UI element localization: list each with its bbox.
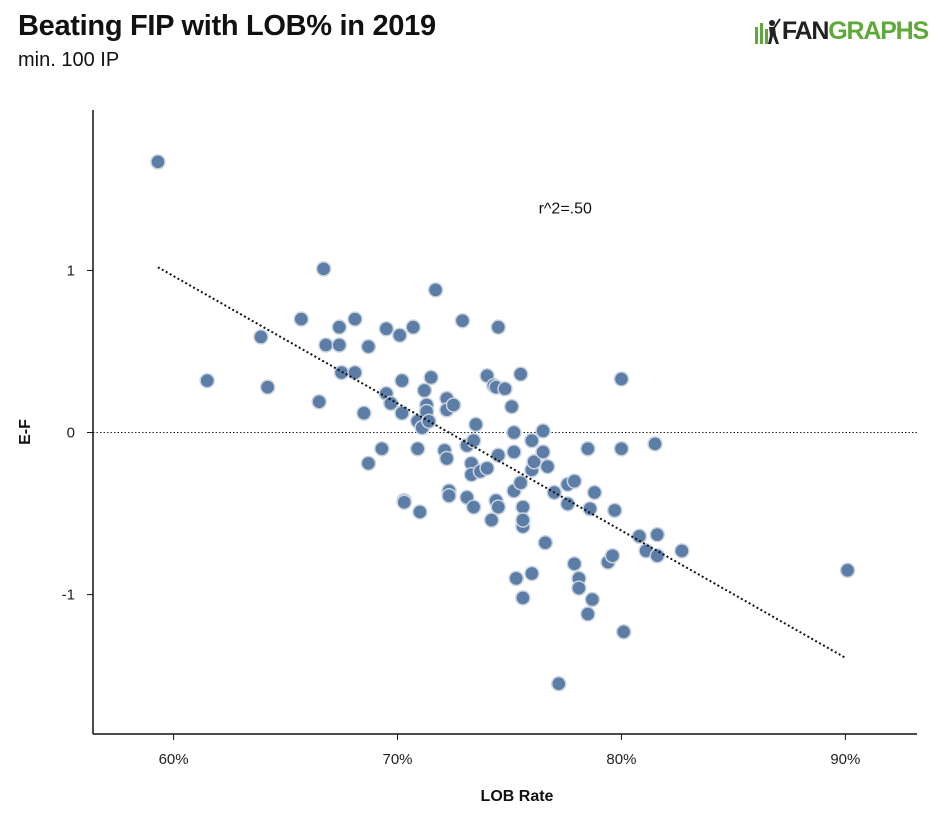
data-point[interactable] (409, 440, 426, 457)
data-point[interactable] (566, 473, 583, 489)
data-point[interactable] (394, 405, 410, 421)
data-point[interactable] (524, 432, 540, 449)
data-point[interactable] (535, 444, 551, 460)
data-point[interactable] (394, 372, 410, 389)
data-point[interactable] (606, 502, 623, 519)
data-point[interactable] (580, 440, 596, 457)
x-tick-label: 90% (830, 751, 860, 768)
x-tick-label: 70% (383, 751, 413, 768)
data-point[interactable] (506, 424, 522, 441)
r-squared-annotation: r^2=.50 (539, 201, 592, 218)
data-point[interactable] (571, 580, 587, 596)
data-point[interactable] (524, 565, 540, 582)
data-point[interactable] (315, 261, 332, 277)
data-point[interactable] (356, 405, 372, 421)
y-axis-title: E-F (17, 419, 34, 445)
data-point[interactable] (378, 321, 395, 337)
data-point[interactable] (483, 512, 500, 528)
data-point[interactable] (497, 381, 513, 397)
data-point[interactable] (374, 440, 390, 457)
data-point[interactable] (439, 450, 455, 467)
data-point[interactable] (535, 423, 551, 439)
data-point[interactable] (360, 338, 377, 355)
data-point[interactable] (508, 570, 524, 587)
data-point[interactable] (347, 311, 363, 327)
data-point[interactable] (649, 547, 666, 564)
data-point[interactable] (580, 606, 596, 622)
data-point[interactable] (454, 312, 471, 329)
data-point[interactable] (839, 562, 856, 579)
data-point[interactable] (515, 512, 531, 528)
data-point[interactable] (615, 624, 632, 640)
data-point[interactable] (405, 319, 421, 335)
data-point[interactable] (506, 444, 522, 460)
data-point[interactable] (550, 676, 567, 692)
data-point[interactable] (331, 319, 348, 335)
data-point[interactable] (396, 494, 412, 510)
data-point[interactable] (537, 534, 554, 551)
data-point[interactable] (604, 547, 621, 564)
data-point[interactable] (515, 590, 531, 606)
data-point[interactable] (584, 591, 601, 608)
data-point[interactable] (490, 319, 507, 335)
batter-icon (754, 18, 781, 44)
data-point[interactable] (490, 447, 507, 463)
data-point[interactable] (586, 484, 603, 501)
data-point[interactable] (526, 453, 542, 470)
data-point[interactable] (427, 282, 444, 298)
data-point[interactable] (566, 556, 583, 572)
data-point[interactable] (559, 496, 576, 512)
logo-text-graphs: GRAPHS (828, 16, 929, 45)
data-point[interactable] (360, 455, 377, 472)
data-point[interactable] (465, 432, 482, 449)
trend-line (157, 266, 846, 659)
data-point[interactable] (647, 436, 663, 452)
data-point[interactable] (318, 337, 334, 353)
data-point[interactable] (392, 327, 408, 344)
data-point[interactable] (293, 311, 309, 327)
data-point[interactable] (311, 393, 327, 410)
data-point[interactable] (259, 379, 276, 395)
data-point[interactable] (423, 369, 439, 386)
data-point[interactable] (331, 337, 348, 353)
data-point[interactable] (465, 499, 482, 515)
data-point[interactable] (582, 500, 598, 517)
x-axis-title: LOB Rate (481, 788, 554, 805)
data-point[interactable] (441, 487, 457, 504)
chart-title: Beating FIP with LOB% in 2019 (18, 10, 436, 42)
fangraphs-logo[interactable]: FAN GRAPHS (754, 16, 929, 46)
x-tick-label: 80% (606, 751, 636, 768)
y-tick-label: -1 (62, 587, 75, 604)
data-point[interactable] (199, 372, 215, 389)
y-tick-label: 1 (67, 262, 75, 279)
chart-subtitle: min. 100 IP (18, 49, 120, 71)
x-tick-label: 60% (159, 751, 189, 768)
data-point[interactable] (649, 526, 666, 543)
data-point[interactable] (613, 440, 630, 457)
data-point[interactable] (150, 154, 166, 170)
data-point[interactable] (445, 397, 462, 413)
logo-text-fan: FAN (781, 16, 830, 45)
data-point[interactable] (539, 458, 556, 475)
data-point[interactable] (512, 366, 529, 382)
data-point[interactable] (412, 504, 428, 520)
data-point[interactable] (416, 382, 433, 399)
data-point[interactable] (490, 499, 507, 515)
y-tick-label: 0 (67, 425, 75, 442)
data-point[interactable] (468, 416, 484, 433)
data-point[interactable] (515, 499, 531, 515)
data-point[interactable] (512, 475, 529, 491)
data-point[interactable] (613, 371, 630, 387)
data-point[interactable] (479, 460, 495, 476)
data-point[interactable] (253, 329, 269, 345)
data-point[interactable] (503, 398, 520, 415)
data-point[interactable] (674, 543, 690, 559)
